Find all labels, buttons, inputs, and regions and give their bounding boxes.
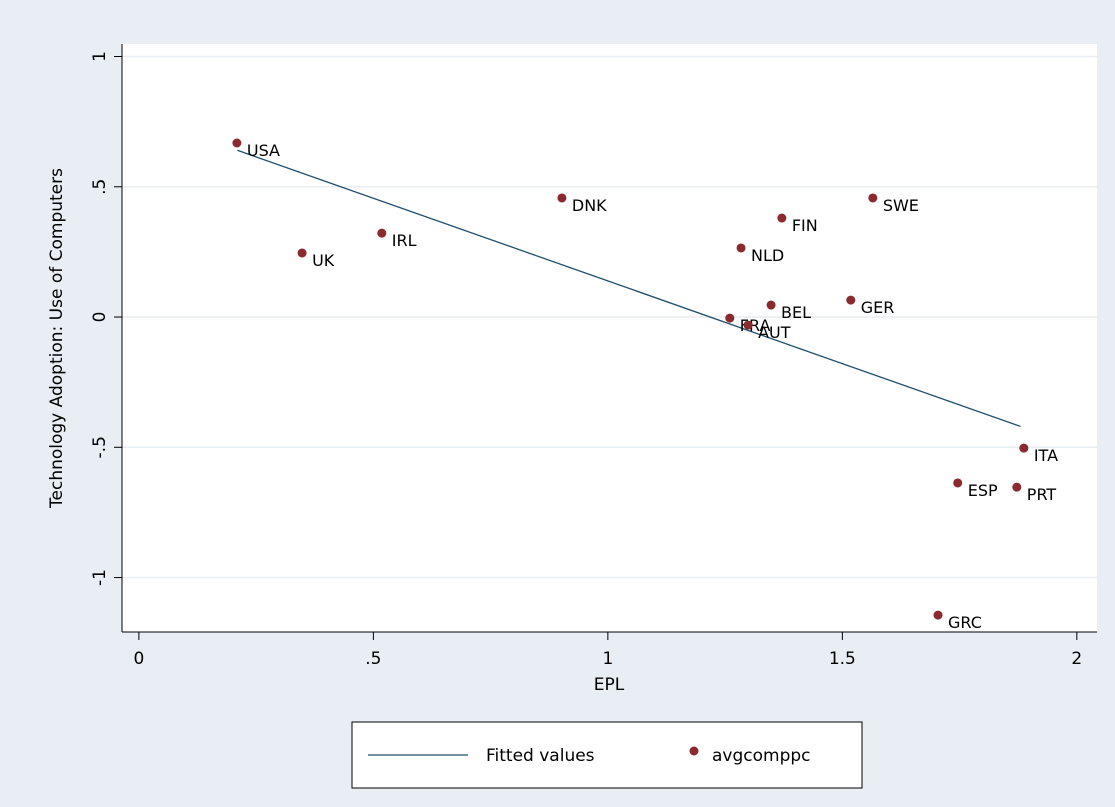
- point: [846, 295, 856, 305]
- x-tick-label: 2: [1071, 649, 1082, 669]
- point: [736, 243, 746, 253]
- point: [377, 228, 387, 238]
- point: [232, 138, 242, 148]
- point-label: ESP: [968, 481, 998, 500]
- point: [297, 248, 307, 258]
- x-tick-label: 1: [602, 649, 613, 669]
- fitted-line: [237, 149, 1021, 428]
- legend-label: Fitted values: [486, 746, 595, 766]
- point: [953, 478, 963, 488]
- point: [766, 300, 776, 310]
- y-axis-label: Technology Adoption: Use of Computers: [47, 168, 67, 509]
- point: [868, 193, 878, 203]
- point-label: UK: [312, 251, 335, 270]
- legend-label: avgcomppc: [712, 746, 811, 766]
- point-label: PRT: [1027, 485, 1057, 504]
- y-tick-label: -.5: [90, 436, 110, 458]
- x-tick-label: 1.5: [829, 649, 856, 669]
- point: [1012, 482, 1022, 492]
- point-label: FIN: [792, 216, 818, 235]
- point-label: ITA: [1034, 446, 1058, 465]
- point: [557, 193, 567, 203]
- y-tick-label: -1: [90, 569, 110, 586]
- y-tick-label: .5: [90, 179, 110, 195]
- x-tick-label: .5: [365, 649, 381, 669]
- plot-area: [122, 44, 1097, 632]
- point-label: GRC: [948, 613, 982, 632]
- y-tick-label: 1: [90, 51, 110, 62]
- point-label: BEL: [781, 303, 811, 322]
- point: [743, 320, 753, 330]
- legend-key: [689, 746, 699, 756]
- point-label: DNK: [572, 196, 607, 215]
- x-tick-label: 0: [133, 649, 144, 669]
- point-label: NLD: [751, 246, 784, 265]
- point-label: AUT: [758, 323, 791, 342]
- point-label: SWE: [883, 196, 919, 215]
- point: [1019, 443, 1029, 453]
- y-tick-label: 0: [90, 312, 110, 323]
- point: [933, 610, 943, 620]
- point-label: IRL: [392, 231, 417, 250]
- point-label: USA: [247, 141, 280, 160]
- point-label: GER: [861, 298, 895, 317]
- point: [777, 213, 787, 223]
- x-axis-label: EPL: [594, 675, 625, 695]
- point: [725, 313, 735, 323]
